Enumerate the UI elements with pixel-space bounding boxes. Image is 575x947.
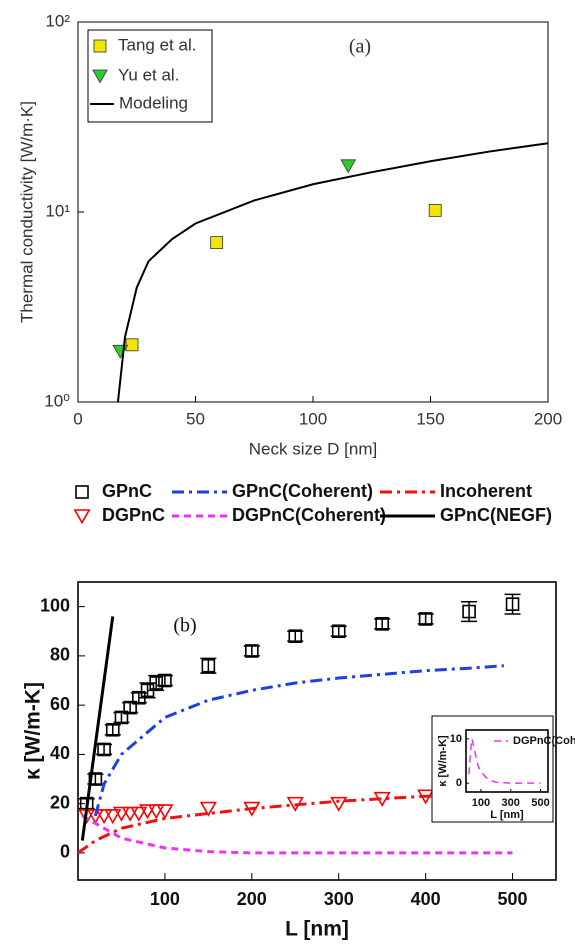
- legend-label: GPnC: [102, 481, 152, 501]
- x-tick-label: 200: [237, 889, 267, 909]
- marker: [138, 804, 157, 820]
- x-tick-label: 300: [324, 889, 354, 909]
- panel-label: (a): [349, 36, 371, 58]
- marker: [418, 612, 433, 626]
- error-bar: [200, 657, 217, 674]
- chart: 0 50 100 150 200 10⁰ 10¹ 10² Neck size D [nm] The…: [17, 11, 562, 458]
- x-axis-title: L [nm]: [285, 918, 349, 941]
- legend-label: GPnC(NEGF): [440, 505, 552, 525]
- legend-marker: [92, 69, 108, 84]
- x-tick-label: 50: [186, 409, 205, 428]
- marker: [114, 710, 129, 725]
- series-line: [81, 814, 513, 855]
- x-tick-label: 100: [150, 889, 180, 909]
- x-tick-label: 300: [502, 797, 520, 809]
- series-line: [80, 616, 115, 841]
- marker: [375, 617, 389, 631]
- marker: [97, 742, 111, 757]
- y-axis-title: κ [W/m-K]: [437, 735, 449, 787]
- legend-label: Modeling: [119, 93, 188, 112]
- marker: [245, 644, 259, 658]
- marker: [105, 722, 120, 737]
- marker: [156, 804, 174, 820]
- legend-label: Yu et al.: [118, 65, 179, 84]
- legend-box: [87, 29, 213, 123]
- legend-label: GPnC(Coherent): [232, 481, 373, 501]
- y-tick-label: 20: [50, 792, 70, 812]
- series-line: [468, 738, 541, 784]
- series-line: [77, 792, 513, 855]
- marker: [210, 236, 224, 250]
- y-tick-label: 10¹: [45, 201, 70, 220]
- legend-label: DGPnC(Coherent): [513, 735, 575, 747]
- y-tick-label: 10⁰: [44, 391, 70, 410]
- marker: [158, 673, 172, 688]
- legend-label: Tang et al.: [118, 35, 196, 54]
- y-tick-label: 0: [60, 842, 70, 862]
- marker: [201, 658, 216, 673]
- marker: [505, 597, 520, 611]
- y-tick-label: 80: [50, 645, 70, 665]
- y-tick-label: 10: [450, 733, 462, 745]
- marker: [288, 629, 303, 643]
- x-tick-label: 400: [411, 889, 441, 909]
- marker: [123, 700, 137, 715]
- marker: [330, 796, 348, 812]
- marker: [147, 804, 165, 820]
- marker: [130, 806, 148, 822]
- y-axis-title: Thermal conductivity [W/m·K]: [17, 101, 36, 323]
- y-tick-label: 40: [50, 743, 70, 763]
- y-tick-label: 100: [40, 595, 70, 615]
- x-tick-label: 100: [472, 797, 490, 809]
- marker: [125, 338, 139, 352]
- legend-marker: [93, 39, 107, 53]
- chart: 100 300 500 0 10 L [nm] κ [W/m-K] DGPnC(Coheren…: [431, 715, 575, 823]
- x-tick-label: 500: [498, 889, 528, 909]
- marker: [95, 809, 113, 825]
- x-tick-label: 500: [531, 797, 549, 809]
- plot-frame: [465, 729, 549, 793]
- legend-label: Incoherent: [440, 481, 532, 501]
- legend-label: DGPnC(Coherent): [232, 505, 386, 525]
- marker: [199, 801, 217, 817]
- marker: [86, 809, 104, 825]
- panel-label: (b): [173, 615, 196, 637]
- plot-frame: [77, 581, 557, 881]
- error-bar: [139, 682, 156, 699]
- legend-marker: [75, 485, 89, 499]
- x-tick-label: 200: [534, 409, 562, 428]
- marker: [462, 604, 476, 619]
- marker: [112, 344, 129, 359]
- marker: [340, 159, 357, 174]
- y-tick-label: 10²: [45, 11, 70, 30]
- y-tick-label: 0: [456, 777, 462, 789]
- series-line: [93, 664, 504, 817]
- x-tick-label: 0: [73, 409, 82, 428]
- x-tick-label: 100: [299, 409, 327, 428]
- series-line: [116, 142, 549, 403]
- x-axis-title: L [nm]: [490, 809, 524, 821]
- y-axis-title: κ [W/m-K]: [22, 682, 45, 780]
- marker: [121, 806, 139, 822]
- legend-marker: [73, 509, 91, 525]
- legend-label: DGPnC: [102, 505, 165, 525]
- marker: [331, 624, 346, 639]
- marker: [149, 676, 164, 690]
- marker: [104, 809, 122, 825]
- y-tick-label: 60: [50, 694, 70, 714]
- marker: [112, 806, 131, 822]
- x-axis-title: Neck size D [nm]: [249, 439, 377, 458]
- inset-frame: [431, 715, 554, 823]
- marker: [428, 203, 442, 217]
- x-tick-label: 150: [416, 409, 444, 428]
